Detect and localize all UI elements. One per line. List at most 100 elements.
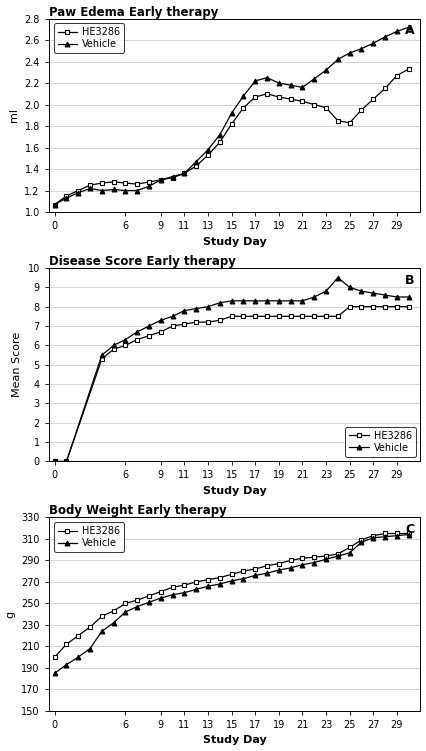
Text: Body Weight Early therapy: Body Weight Early therapy — [49, 505, 227, 517]
Text: B: B — [406, 274, 415, 287]
HE3286 — [347, 119, 352, 128]
Vehicle — [135, 186, 140, 195]
HE3286 — [99, 612, 104, 621]
Vehicle — [217, 130, 222, 139]
Vehicle — [158, 315, 164, 324]
Vehicle — [371, 533, 376, 542]
HE3286 — [300, 553, 305, 562]
HE3286 — [99, 354, 104, 363]
Vehicle — [323, 287, 328, 296]
Vehicle — [170, 312, 175, 321]
Vehicle — [52, 457, 57, 466]
HE3286 — [205, 318, 210, 327]
Vehicle — [276, 79, 282, 88]
HE3286 — [52, 653, 57, 662]
Vehicle — [194, 304, 199, 313]
Vehicle — [194, 585, 199, 594]
Y-axis label: ml: ml — [9, 108, 19, 122]
Vehicle — [300, 83, 305, 92]
Legend: HE3286, Vehicle: HE3286, Vehicle — [345, 427, 416, 457]
Vehicle — [300, 560, 305, 569]
HE3286 — [76, 186, 81, 195]
HE3286 — [158, 587, 164, 596]
Vehicle — [229, 576, 234, 585]
HE3286 — [111, 345, 116, 354]
Vehicle — [288, 80, 293, 89]
Vehicle — [229, 109, 234, 118]
Vehicle — [64, 457, 69, 466]
Vehicle — [229, 297, 234, 306]
HE3286 — [217, 573, 222, 582]
HE3286 — [111, 606, 116, 615]
Vehicle — [182, 169, 187, 178]
HE3286 — [265, 89, 270, 98]
Vehicle — [241, 297, 246, 306]
HE3286 — [182, 581, 187, 590]
HE3286 — [52, 457, 57, 466]
X-axis label: Study Day: Study Day — [203, 237, 267, 246]
HE3286 — [335, 116, 340, 125]
HE3286 — [123, 599, 128, 608]
HE3286 — [205, 575, 210, 584]
Vehicle — [182, 306, 187, 315]
Y-axis label: Mean Score: Mean Score — [12, 332, 22, 397]
HE3286 — [135, 335, 140, 344]
HE3286 — [123, 179, 128, 188]
HE3286 — [323, 104, 328, 113]
Text: Disease Score Early therapy: Disease Score Early therapy — [49, 255, 236, 268]
HE3286 — [276, 312, 282, 321]
Line: HE3286: HE3286 — [52, 67, 411, 207]
HE3286 — [99, 179, 104, 188]
Vehicle — [394, 292, 400, 301]
HE3286 — [241, 312, 246, 321]
Vehicle — [347, 548, 352, 557]
Vehicle — [371, 39, 376, 48]
HE3286 — [394, 71, 400, 80]
Y-axis label: g: g — [6, 611, 16, 617]
HE3286 — [170, 583, 175, 592]
Vehicle — [323, 555, 328, 564]
Line: Vehicle: Vehicle — [52, 25, 411, 207]
HE3286 — [123, 341, 128, 350]
Vehicle — [406, 530, 411, 539]
Vehicle — [253, 77, 258, 86]
HE3286 — [217, 137, 222, 146]
HE3286 — [383, 84, 388, 93]
HE3286 — [194, 578, 199, 587]
HE3286 — [241, 104, 246, 113]
Vehicle — [52, 200, 57, 209]
HE3286 — [64, 192, 69, 201]
Vehicle — [217, 580, 222, 589]
Vehicle — [123, 335, 128, 344]
HE3286 — [253, 565, 258, 574]
Vehicle — [170, 172, 175, 181]
Vehicle — [99, 351, 104, 360]
Vehicle — [111, 618, 116, 627]
HE3286 — [64, 640, 69, 649]
HE3286 — [312, 553, 317, 562]
Text: C: C — [406, 523, 415, 536]
HE3286 — [406, 302, 411, 311]
HE3286 — [288, 312, 293, 321]
HE3286 — [158, 327, 164, 336]
Vehicle — [312, 74, 317, 83]
HE3286 — [147, 177, 152, 186]
HE3286 — [347, 302, 352, 311]
HE3286 — [406, 65, 411, 74]
Text: A: A — [405, 24, 415, 38]
HE3286 — [323, 312, 328, 321]
Vehicle — [335, 273, 340, 282]
HE3286 — [371, 302, 376, 311]
HE3286 — [276, 559, 282, 568]
HE3286 — [371, 95, 376, 104]
HE3286 — [217, 315, 222, 324]
HE3286 — [347, 543, 352, 552]
HE3286 — [194, 161, 199, 170]
Text: Paw Edema Early therapy: Paw Edema Early therapy — [49, 5, 218, 19]
HE3286 — [194, 318, 199, 327]
Vehicle — [111, 185, 116, 194]
Vehicle — [276, 566, 282, 575]
Vehicle — [241, 92, 246, 101]
Vehicle — [265, 297, 270, 306]
HE3286 — [359, 302, 364, 311]
